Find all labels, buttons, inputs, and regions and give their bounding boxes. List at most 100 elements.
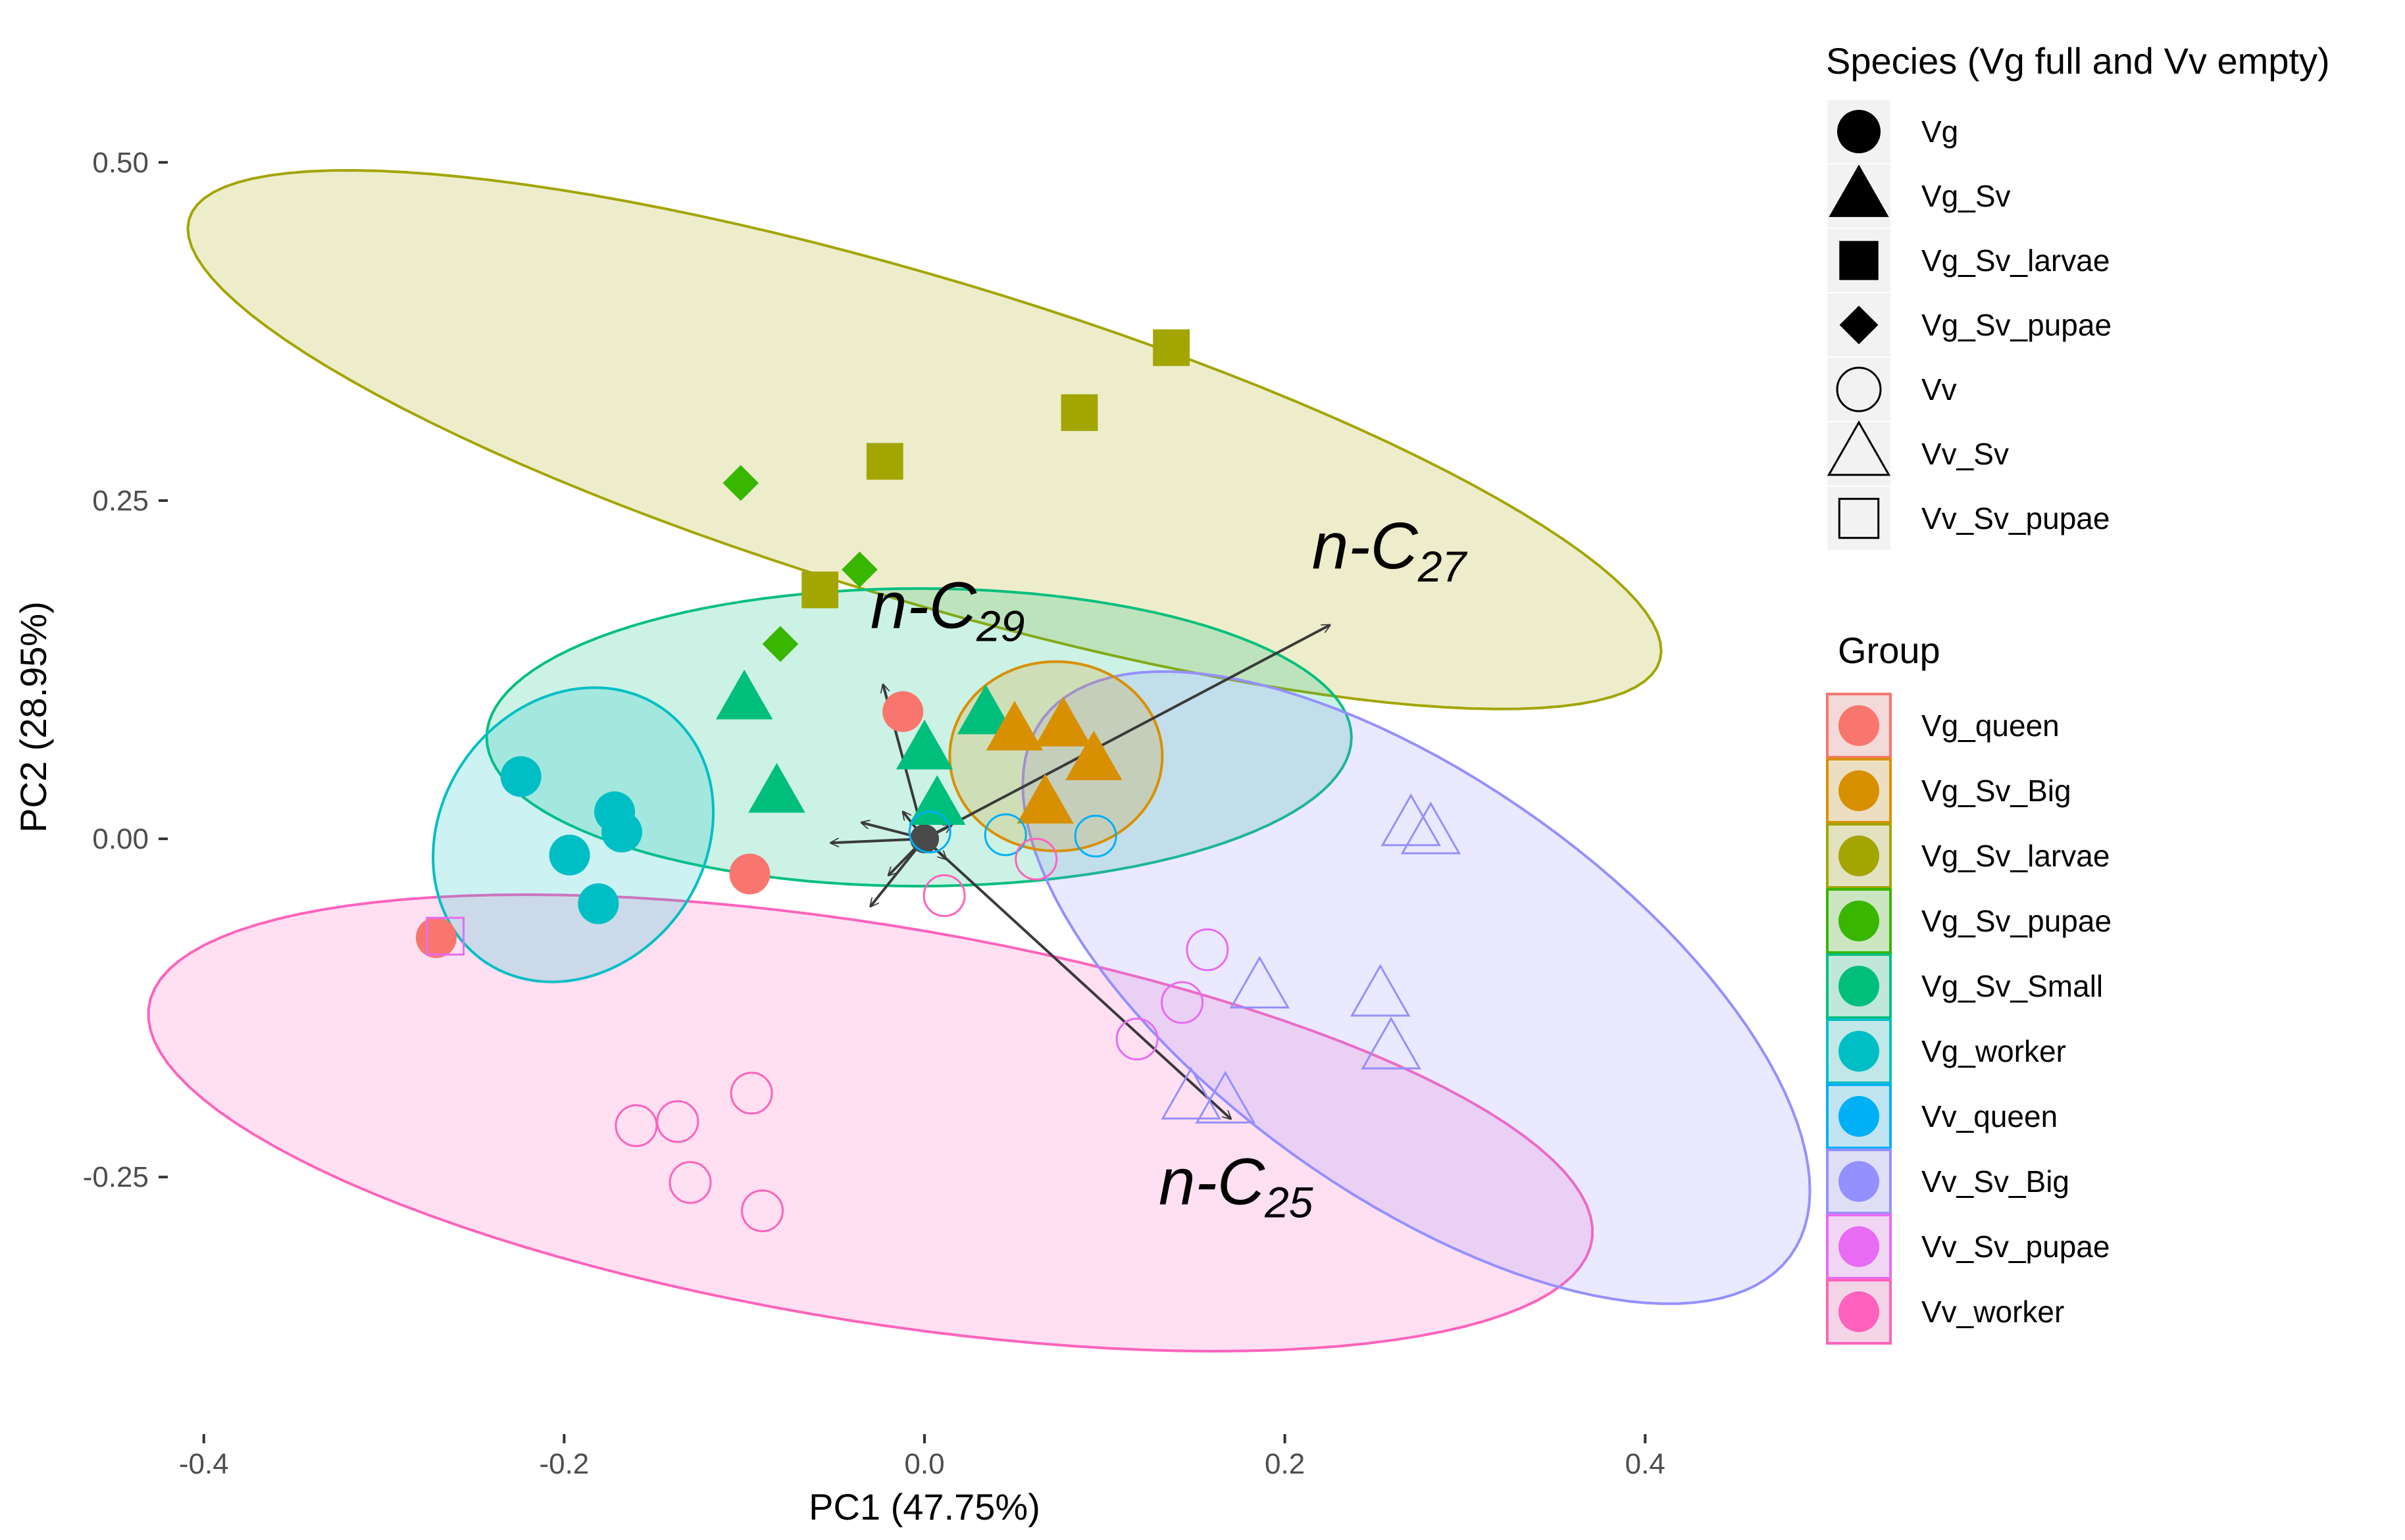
point-vg-sv-small: [896, 719, 953, 770]
group-legend-title: Group: [1838, 630, 1940, 671]
data-points: [415, 329, 1461, 1233]
loading-arrow-4: [831, 837, 925, 843]
point-vv-worker: [730, 1072, 773, 1115]
group-legend-label: Vv_Sv_Big: [1921, 1164, 2069, 1199]
y-tick-label: -0.25: [83, 1161, 149, 1193]
ellipse-vg-sv-big: [948, 660, 1164, 853]
point-vg-sv-small: [748, 762, 805, 813]
species-legend-square-icon: [1838, 497, 1880, 539]
species-legend-circle-icon: [1836, 366, 1882, 412]
ellipse-vv-worker: [147, 893, 1594, 1353]
species-legend-label: Vv_Sv_pupae: [1921, 501, 2110, 535]
y-tick-label: 0.25: [92, 485, 149, 517]
point-vg-sv-big: [1017, 774, 1074, 824]
point-vg-worker: [549, 834, 590, 876]
point-vg-sv-larvae: [1061, 394, 1098, 432]
point-vg-worker: [578, 883, 619, 924]
point-vv-sv-pupae: [1115, 1017, 1159, 1060]
axes: -0.4 -0.2 0.0 0.2 0.4 0.50 0.25 0.00 -0.25 PC1 (4…: [13, 147, 1665, 1528]
point-vg-queen: [882, 691, 924, 732]
loading-label-n-c29: n-C29: [871, 568, 1025, 650]
y-tick-label: 0.00: [92, 823, 149, 855]
point-vv-worker: [656, 1100, 699, 1143]
loading-arrow-n-c27: [924, 624, 1330, 840]
point-vv-queen: [908, 810, 951, 854]
species-legend-label: Vg_Sv_larvae: [1921, 243, 2110, 278]
species-legend-diamond-icon: [1839, 305, 1879, 345]
point-vv-sv-pupae: [1161, 981, 1204, 1024]
ellipse-vg-sv-larvae: [186, 168, 1663, 710]
point-vv-sv-big: [1380, 793, 1442, 847]
point-vv-sv-pupae: [1186, 928, 1229, 972]
species-legend-label: Vg_Sv_pupae: [1921, 308, 2112, 342]
species-legend-label: Vg: [1921, 114, 1958, 149]
y-axis-title: PC2 (28.95%): [13, 601, 54, 833]
species-legend-circle-icon: [1837, 110, 1881, 153]
point-vv-worker: [923, 874, 966, 917]
group-legend-label: Vv_worker: [1921, 1295, 2064, 1329]
group-legend-dot-icon: [1838, 770, 1879, 811]
point-vg-sv-pupae: [762, 626, 799, 662]
ellipse-vg-worker: [432, 686, 715, 983]
group-legend-dot-icon: [1838, 1291, 1879, 1332]
species-legend-triangle-icon: [1827, 420, 1891, 476]
point-vv-sv-big: [1361, 1016, 1421, 1070]
loading-label-n-c27: n-C27: [1312, 509, 1468, 591]
x-tick-label: 0.2: [1265, 1448, 1305, 1480]
group-legend-label: Vv_Sv_pupae: [1921, 1230, 2110, 1264]
point-vv-worker: [669, 1160, 712, 1204]
species-legend-label: Vv_Sv: [1921, 437, 2009, 471]
point-vv-sv-big: [1161, 1066, 1222, 1120]
point-vg-worker: [601, 811, 642, 853]
point-vg-queen: [729, 853, 771, 895]
group-legend-label: Vg_Sv_Small: [1921, 969, 2103, 1003]
group-legend-dot-icon: [1838, 1226, 1879, 1267]
point-vv-queen: [984, 813, 1027, 857]
point-vg-sv-small: [715, 669, 773, 720]
group-legend-dot-icon: [1838, 966, 1879, 1006]
group-legend-label: Vg_Sv_Big: [1921, 774, 2071, 808]
x-tick-label: -0.2: [539, 1448, 589, 1480]
y-tick-label: 0.50: [92, 147, 149, 179]
point-vg-sv-larvae: [801, 571, 839, 609]
x-tick-label: 0.0: [904, 1448, 944, 1480]
ellipse-vv-sv-big: [1021, 670, 1811, 1305]
point-vv-queen: [1074, 814, 1117, 858]
point-vv-sv-pupae: [426, 916, 465, 956]
point-vg-worker: [500, 756, 542, 797]
species-legend-label: Vg_Sv: [1921, 179, 2011, 213]
loading-labels: n-C27 n-C29 n-C25: [871, 509, 1468, 1227]
species-legend-key: [1827, 487, 1890, 550]
point-vv-sv-big: [1195, 1070, 1256, 1124]
point-vv-worker: [1015, 837, 1058, 881]
x-axis-title: PC1 (47.75%): [809, 1486, 1040, 1528]
species-legend-title: Species (Vg full and Vv empty): [1826, 40, 2330, 82]
group-legend-label: Vg_worker: [1921, 1034, 2066, 1068]
point-vv-sv-big: [1400, 801, 1461, 855]
point-vg-sv-pupae: [842, 551, 878, 588]
group-legend-dot-icon: [1838, 835, 1879, 876]
point-vg-sv-big: [1065, 730, 1123, 781]
group-legend-dot-icon: [1838, 1161, 1879, 1202]
point-vg-sv-larvae: [1153, 329, 1190, 366]
point-vg-sv-pupae: [722, 464, 759, 501]
point-vg-queen: [415, 917, 457, 958]
group-legend-label: Vg_Sv_larvae: [1921, 839, 2110, 873]
group-legend-dot-icon: [1838, 705, 1879, 746]
species-legend-key: [1827, 422, 1890, 485]
point-vg-sv-big: [1034, 697, 1092, 747]
species-legend-square-icon: [1839, 241, 1879, 280]
point-vv-sv-big: [1350, 964, 1411, 1017]
point-vv-sv-big: [1229, 955, 1290, 1009]
legends: Species (Vg full and Vv empty) Vg Vg_Sv Vg_…: [1826, 40, 2330, 1345]
group-legend-label: Vg_Sv_pupae: [1921, 904, 2112, 938]
confidence-ellipses: [147, 168, 1811, 1353]
species-legend-triangle-icon: [1829, 164, 1889, 217]
point-vv-worker: [615, 1104, 658, 1147]
species-legend-label: Vv: [1921, 372, 1957, 407]
point-vv-worker: [741, 1189, 784, 1233]
point-vg-sv-big: [986, 701, 1044, 751]
x-tick-label: -0.4: [179, 1448, 229, 1480]
group-legend-dot-icon: [1838, 901, 1879, 941]
